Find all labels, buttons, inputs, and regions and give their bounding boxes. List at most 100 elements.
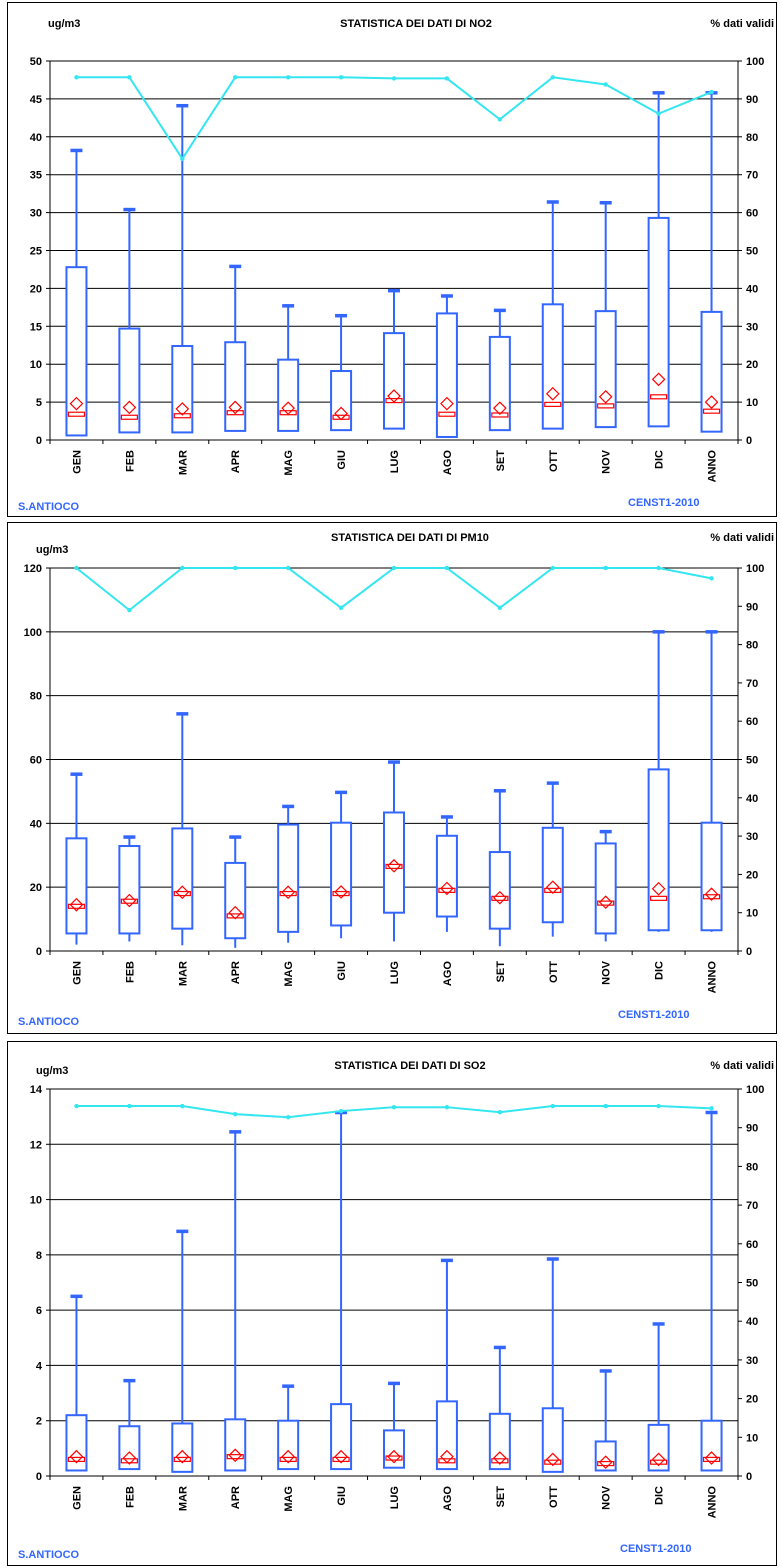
x-tick-label: GIU [336, 961, 348, 981]
validity-point [709, 576, 714, 581]
x-tick-label: NOV [601, 1485, 613, 1510]
so2-chart: STATISTICA DEI DATI DI SO2 ug/m3 % dati va… [18, 1060, 774, 1561]
x-tick-label: MAG [283, 450, 295, 476]
x-tick-label: OTT [548, 450, 560, 472]
box-gen [65, 1294, 88, 1472]
mean-marker [281, 401, 296, 416]
validity-point [709, 1106, 714, 1111]
median-marker [120, 1458, 138, 1464]
validity-point [74, 565, 79, 571]
chart-title: STATISTICA DEI DATI DI NO2 [340, 18, 492, 30]
validity-point [285, 1115, 291, 1120]
box-iqr [65, 837, 88, 935]
x-tick-label: LUG [389, 1486, 401, 1509]
box-apr [224, 264, 247, 432]
box-mar [171, 1229, 194, 1473]
right-tick-label: 90 [746, 1123, 758, 1135]
right-tick-label: 70 [746, 170, 758, 182]
box-anno [700, 630, 723, 932]
right-tick-label: 20 [746, 869, 758, 881]
box-lug [383, 1381, 405, 1469]
station-label: S.ANTIOCO [18, 1016, 80, 1028]
mean-marker [440, 1449, 454, 1464]
median-marker [67, 1456, 86, 1463]
box-apr [224, 835, 247, 948]
box-ott [541, 1257, 564, 1473]
right-tick-label: 100 [746, 56, 764, 68]
right-tick-label: 10 [746, 908, 758, 920]
station-code-label: CENST1-2010 [618, 1009, 690, 1021]
box-lug [383, 288, 405, 430]
x-tick-label: MAG [283, 961, 295, 987]
x-tick-label: FEB [124, 1486, 136, 1508]
left-tick-label: 8 [36, 1250, 42, 1262]
median-marker [173, 890, 191, 897]
validity-point [233, 75, 238, 80]
box-giu [330, 790, 353, 939]
right-tick-label: 40 [746, 793, 758, 805]
pm10-chart: STATISTICA DEI DATI DI PM10 ug/m3 % dati v… [18, 532, 774, 1028]
median-marker [226, 1454, 244, 1460]
right-tick-label: 60 [746, 208, 758, 220]
right-tick-label: 100 [746, 563, 764, 575]
left-tick-label: 45 [30, 94, 42, 106]
validity-point [550, 75, 555, 80]
validity-point [391, 1104, 397, 1110]
validity-point [444, 76, 450, 81]
validity-point [233, 1111, 238, 1117]
x-tick-label: APR [230, 1486, 242, 1509]
box-iqr [330, 370, 353, 432]
box-iqr [65, 266, 88, 437]
box-ago [435, 815, 458, 932]
right-tick-label: 0 [746, 435, 752, 447]
validity-point [497, 1110, 503, 1115]
mean-marker [598, 1455, 613, 1470]
left-tick-label: 2 [36, 1416, 42, 1428]
median-marker [438, 411, 456, 417]
validity-point [285, 565, 291, 571]
station-code-label: CENST1-2010 [620, 1543, 692, 1555]
station-label: S.ANTIOCO [18, 1549, 80, 1561]
median-marker [173, 1456, 191, 1463]
box-set [488, 308, 511, 432]
x-tick-label: ANNO [707, 961, 719, 994]
box-anno [700, 91, 723, 433]
mean-marker [704, 395, 719, 409]
mean-marker [122, 1451, 137, 1465]
median-marker [279, 1456, 297, 1463]
so2-chart-panel: STATISTICA DEI DATI DI SO2 ug/m3 % dati va… [7, 1041, 777, 1566]
chart-title: STATISTICA DEI DATI DI SO2 [334, 1060, 485, 1072]
validity-point [603, 565, 608, 571]
right-tick-label: 30 [746, 1355, 758, 1367]
left-tick-label: 10 [30, 359, 42, 371]
right-tick-label: 70 [746, 1200, 758, 1212]
mean-marker [334, 885, 348, 899]
mean-marker [492, 890, 507, 905]
mean-marker [387, 858, 401, 873]
right-tick-label: 20 [746, 1394, 758, 1406]
box-iqr [541, 826, 564, 924]
x-tick-label: DIC [654, 961, 666, 980]
median-marker [120, 414, 138, 420]
left-tick-label: 0 [36, 946, 42, 958]
x-tick-label: GEN [71, 1486, 83, 1510]
pm10-chart-panel: STATISTICA DEI DATI DI PM10 ug/m3 % dati v… [7, 522, 777, 1034]
median-marker [650, 895, 668, 901]
right-tick-label: 0 [746, 946, 752, 958]
validity-point [338, 75, 344, 80]
right-tick-label: 10 [746, 1432, 758, 1444]
mean-marker [651, 881, 666, 896]
box-iqr [647, 768, 670, 932]
validity-point [391, 565, 397, 571]
right-tick-label: 10 [746, 397, 758, 409]
validity-point [497, 605, 503, 611]
left-tick-label: 4 [36, 1360, 43, 1372]
median-marker [597, 900, 615, 906]
box-mar [171, 712, 194, 946]
mean-marker [704, 1451, 719, 1465]
median-marker [332, 890, 350, 897]
box-iqr [171, 345, 194, 434]
right-axis-label: % dati validi [710, 18, 774, 30]
x-tick-label: AGO [442, 1486, 454, 1512]
mean-marker [175, 885, 190, 900]
